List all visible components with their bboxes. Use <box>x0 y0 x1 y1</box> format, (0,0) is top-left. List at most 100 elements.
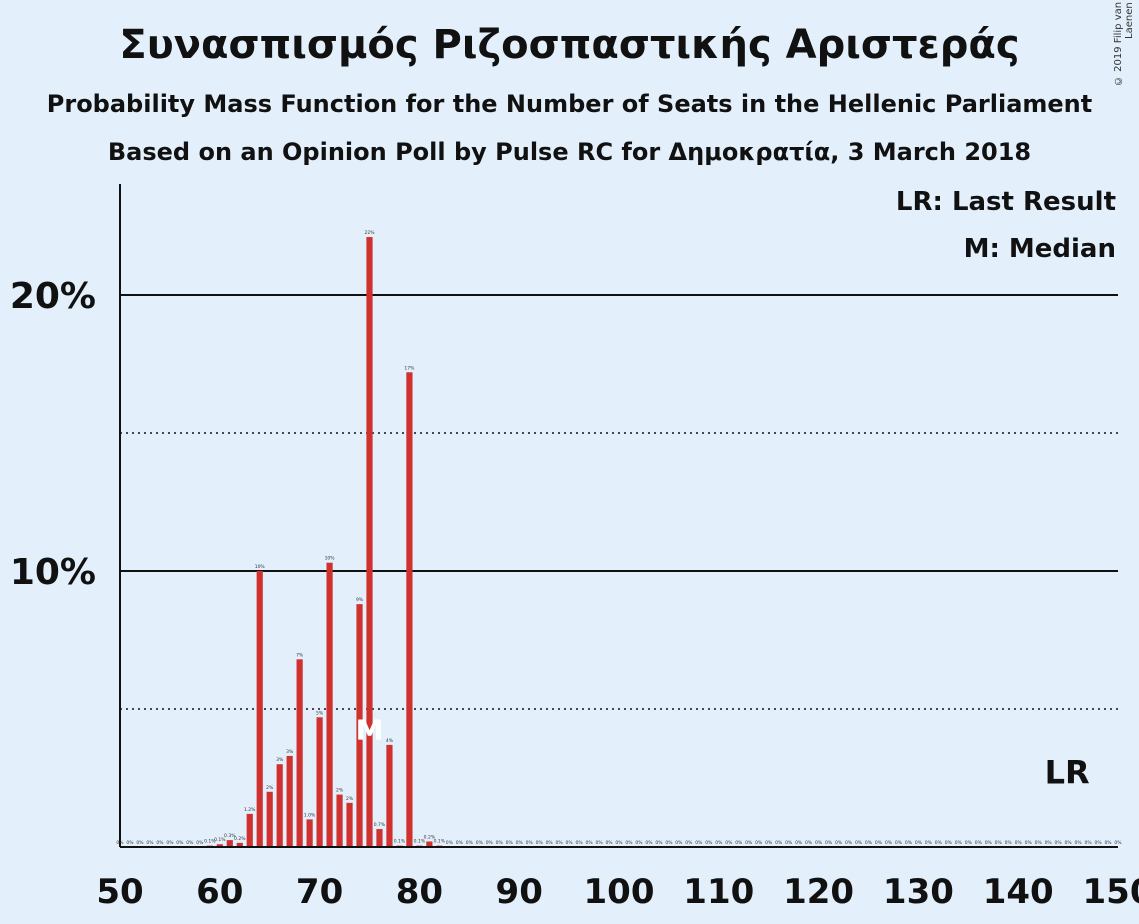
y-tick-label: 10% <box>10 552 96 593</box>
bar-seat-81 <box>426 841 433 847</box>
x-tick-label: 50 <box>96 872 143 912</box>
bar-label-seat-70: 5% <box>316 710 324 716</box>
bar-label-seat-121: 0% <box>825 840 833 846</box>
y-tick-label: 20% <box>10 276 96 317</box>
bar-label-seat-62: 0.2% <box>234 836 246 842</box>
bar-label-seat-52: 0% <box>136 840 144 846</box>
bar-label-seat-55: 0% <box>166 840 174 846</box>
bar-label-seat-67: 3% <box>286 749 294 755</box>
bar-series <box>206 237 443 848</box>
bar-label-seat-60: 0.1% <box>214 837 226 843</box>
bar-label-seat-144: 0% <box>1055 840 1063 846</box>
bar-label-seat-105: 0% <box>665 840 673 846</box>
bar-seat-74 <box>356 604 363 847</box>
bar-label-seat-120: 0% <box>815 840 823 846</box>
x-tick-label: 150 <box>1083 872 1139 912</box>
bar-label-seat-115: 0% <box>765 840 773 846</box>
bar-label-seat-90: 0% <box>516 840 524 846</box>
bar-label-seat-103: 0% <box>645 840 653 846</box>
bar-label-seat-59: 0.1% <box>204 839 216 845</box>
bar-label-seat-109: 0% <box>705 840 713 846</box>
bar-label-seat-141: 0% <box>1025 840 1033 846</box>
bar-seat-67 <box>286 755 293 847</box>
legend-median: M: Median <box>964 234 1116 264</box>
bar-label-seat-92: 0% <box>536 840 544 846</box>
bar-label-seat-127: 0% <box>885 840 893 846</box>
bar-label-seat-117: 0% <box>785 840 793 846</box>
x-tick-label: 90 <box>496 872 543 912</box>
bar-label-seat-93: 0% <box>546 840 554 846</box>
bar-label-seat-79: 17% <box>404 365 415 371</box>
bar-label-seat-102: 0% <box>635 840 643 846</box>
bar-label-seat-53: 0% <box>146 840 154 846</box>
bar-label-seat-58: 0% <box>196 840 204 846</box>
bar-label-seat-98: 0% <box>595 840 603 846</box>
bar-label-seat-146: 0% <box>1075 840 1083 846</box>
bar-label-seat-80: 0.1% <box>414 839 426 845</box>
x-tick-label: 110 <box>683 872 754 912</box>
bar-label-seat-61: 0.3% <box>224 833 236 839</box>
bar-label-seat-137: 0% <box>985 840 993 846</box>
x-tick-label: 100 <box>584 872 655 912</box>
bar-label-seat-106: 0% <box>675 840 683 846</box>
bar-seat-64 <box>256 571 263 847</box>
bar-label-seat-145: 0% <box>1065 840 1073 846</box>
bar-label-seat-118: 0% <box>795 840 803 846</box>
grid-lines <box>120 294 1118 710</box>
bar-seat-71 <box>326 562 333 847</box>
bar-seat-60 <box>216 844 223 847</box>
x-tick-label: 80 <box>396 872 443 912</box>
bar-label-seat-63: 1.2% <box>244 807 256 813</box>
bar-label-seat-97: 0% <box>585 840 593 846</box>
bar-label-seat-74: 9% <box>356 597 364 603</box>
bar-label-seat-65: 2% <box>266 785 274 791</box>
bar-label-seat-139: 0% <box>1005 840 1013 846</box>
bar-label-seat-77: 4% <box>386 738 394 744</box>
bar-seat-77 <box>386 744 393 847</box>
bar-label-seat-114: 0% <box>755 840 763 846</box>
bar-label-seat-148: 0% <box>1094 840 1102 846</box>
bar-seat-65 <box>266 791 273 847</box>
bar-seat-62 <box>236 842 243 847</box>
bar-label-seat-143: 0% <box>1045 840 1053 846</box>
bar-label-seat-87: 0% <box>486 840 494 846</box>
bar-label-seat-88: 0% <box>496 840 504 846</box>
bar-label-seat-119: 0% <box>805 840 813 846</box>
bar-label-seat-111: 0% <box>725 840 733 846</box>
bar-label-seat-75: 22% <box>364 230 375 236</box>
legend: LR: Last Result M: Median <box>896 187 1116 264</box>
bar-label-seat-100: 0% <box>615 840 623 846</box>
bar-label-seat-132: 0% <box>935 840 943 846</box>
bar-label-seat-113: 0% <box>745 840 753 846</box>
bar-label-seat-78: 0.1% <box>394 839 406 845</box>
bar-seat-69 <box>306 819 313 847</box>
bar-seat-61 <box>226 840 233 847</box>
bar-label-seat-122: 0% <box>835 840 843 846</box>
x-tick-label: 120 <box>783 872 854 912</box>
bar-label-seat-131: 0% <box>925 840 933 846</box>
bar-label-seat-126: 0% <box>875 840 883 846</box>
bar-label-seat-86: 0% <box>476 840 484 846</box>
bar-label-seat-69: 1.0% <box>304 812 316 818</box>
x-tick-label: 60 <box>196 872 243 912</box>
bar-label-seat-136: 0% <box>975 840 983 846</box>
bar-seat-79 <box>406 372 413 847</box>
bar-label-seat-95: 0% <box>566 840 574 846</box>
bar-label-seat-128: 0% <box>895 840 903 846</box>
bar-label-seat-108: 0% <box>695 840 703 846</box>
bar-seat-75 <box>366 237 373 848</box>
x-tick-label: 70 <box>296 872 343 912</box>
bar-label-seat-133: 0% <box>945 840 953 846</box>
bar-label-seat-83: 0% <box>446 840 454 846</box>
bar-seat-73 <box>346 802 353 847</box>
bar-label-seat-147: 0% <box>1084 840 1092 846</box>
bar-label-seat-82: 0.1% <box>434 839 446 845</box>
bar-seat-66 <box>276 764 283 847</box>
bar-label-seat-56: 0% <box>176 840 184 846</box>
bar-label-seat-123: 0% <box>845 840 853 846</box>
bar-label-seat-124: 0% <box>855 840 863 846</box>
bar-label-seat-99: 0% <box>605 840 613 846</box>
bar-label-seat-85: 0% <box>466 840 474 846</box>
bar-label-seat-73: 2% <box>346 796 354 802</box>
x-tick-label: 140 <box>983 872 1054 912</box>
